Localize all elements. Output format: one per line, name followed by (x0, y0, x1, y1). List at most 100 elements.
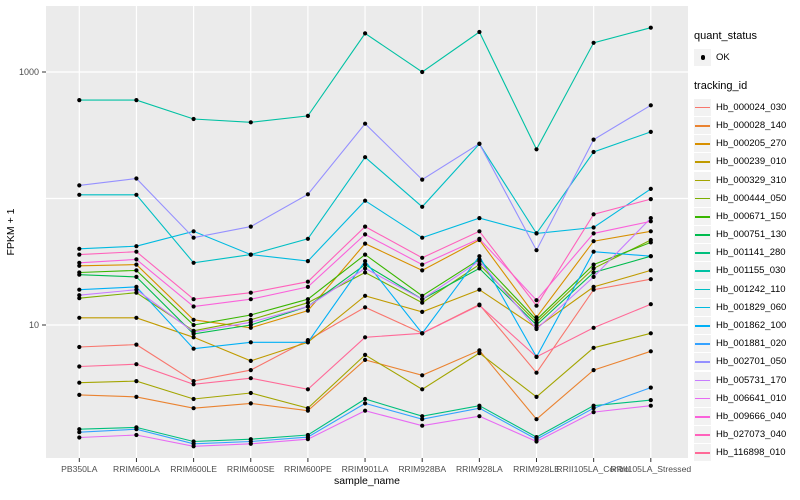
data-point (534, 326, 539, 332)
data-point (420, 297, 425, 302)
data-point (248, 340, 253, 345)
data-point (363, 155, 368, 160)
data-point (134, 432, 139, 438)
data-point (591, 231, 596, 236)
data-point (363, 335, 368, 340)
data-point (648, 268, 653, 273)
data-point (477, 406, 482, 411)
data-point (77, 252, 82, 257)
y-tick-label: 10 (29, 320, 39, 330)
line-key-icon (694, 189, 711, 207)
data-point (248, 252, 253, 257)
data-point (420, 373, 425, 378)
data-point (477, 236, 482, 241)
legend-entry-label: Hb_001155_030 (716, 265, 786, 277)
x-tick-label: RRIM928BA (398, 464, 446, 474)
legend-title-quant-status: quant_status (694, 30, 757, 42)
legend-entry-Hb_116898_010: Hb_116898_010 (694, 444, 800, 462)
legend-entry-label: Hb_000444_050 (716, 192, 787, 204)
data-point (77, 272, 82, 277)
data-point (363, 252, 368, 257)
data-point (648, 229, 653, 234)
data-point (305, 259, 310, 264)
data-point (134, 342, 139, 347)
data-point (77, 427, 82, 432)
line-key-icon (694, 135, 711, 153)
data-point (191, 304, 196, 309)
data-point (363, 232, 368, 237)
data-point (591, 40, 596, 45)
data-point (420, 268, 425, 273)
data-point (648, 398, 653, 403)
data-point (591, 212, 596, 217)
data-point (591, 410, 596, 415)
data-point (191, 382, 196, 387)
legend-entry-Hb_000751_130: Hb_000751_130 (694, 226, 800, 244)
data-point (477, 351, 482, 356)
data-point (648, 197, 653, 202)
legend-entry-Hb_000024_030: Hb_000024_030 (694, 98, 800, 116)
x-tick-label: RRIM928LA (456, 464, 503, 474)
data-point (648, 219, 653, 224)
line-key-icon (694, 371, 711, 389)
data-point (648, 302, 653, 307)
data-point (248, 224, 253, 229)
data-point (420, 204, 425, 209)
legend-entry-Hb_000028_140: Hb_000028_140 (694, 116, 800, 134)
data-point (648, 129, 653, 134)
data-point (477, 29, 482, 35)
data-point (534, 322, 539, 328)
data-point (134, 262, 139, 267)
data-point (477, 259, 482, 264)
data-point (134, 192, 139, 197)
data-point (134, 274, 139, 279)
data-point (134, 268, 139, 273)
legend-entry-Hb_006641_010: Hb_006641_010 (694, 389, 800, 407)
data-point (248, 368, 253, 373)
legend-entry-Hb_000239_010: Hb_000239_010 (694, 153, 800, 171)
data-point (134, 427, 139, 432)
line-key-icon (694, 244, 711, 262)
data-point (77, 380, 82, 385)
line-key-icon (694, 353, 711, 371)
data-point (363, 357, 368, 362)
data-point (248, 290, 253, 295)
line-key-icon (694, 153, 711, 171)
data-point (420, 235, 425, 240)
data-point (77, 287, 82, 292)
data-point (420, 417, 425, 422)
legend-block-quant-status: quant_status OK (694, 30, 800, 66)
data-point (134, 290, 139, 295)
data-point (477, 216, 482, 221)
data-point (648, 385, 653, 390)
data-point (591, 345, 596, 350)
data-point (134, 98, 139, 103)
legend: quant_status OK tracking_id Hb_000024_03… (694, 30, 800, 476)
legend-entry-label: Hb_009666_040 (716, 410, 787, 422)
legend-entry-label: Hb_000239_010 (716, 156, 787, 168)
legend-entry-label: Hb_001881_020 (716, 338, 787, 350)
data-point (77, 192, 82, 197)
data-point (420, 387, 425, 392)
x-tick-label: RRIM928LE (513, 464, 560, 474)
legend-entry-label: Hb_000205_270 (716, 138, 787, 150)
data-point (191, 322, 196, 328)
data-point (191, 229, 196, 234)
data-point (134, 394, 139, 399)
data-point (363, 293, 368, 298)
line-key-icon (694, 262, 711, 280)
legend-entry-label: OK (716, 51, 730, 63)
line-key-icon (694, 98, 711, 116)
data-point (77, 364, 82, 369)
x-tick-label: PB350LA (61, 464, 98, 474)
data-point (77, 183, 82, 188)
legend-entry-Hb_001242_110: Hb_001242_110 (694, 280, 800, 298)
data-point (477, 414, 482, 419)
legend-entry-Hb_001862_100: Hb_001862_100 (694, 316, 800, 335)
tracking-id-entries: Hb_000024_030 Hb_000028_140 Hb_000205_270 H… (694, 98, 800, 462)
data-point (477, 266, 482, 271)
data-point (420, 414, 425, 419)
data-point (248, 312, 253, 318)
data-point (248, 401, 253, 406)
